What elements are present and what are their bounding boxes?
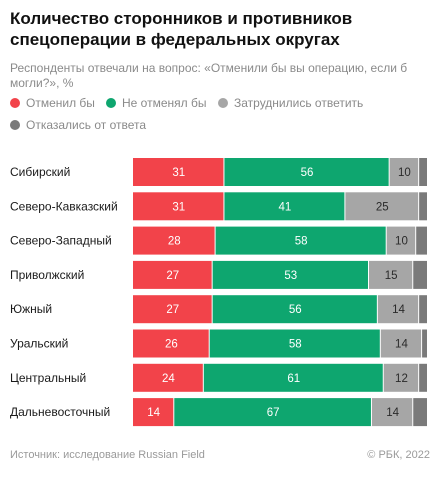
data-label-keep: 56 — [289, 304, 302, 316]
data-label-keep: 67 — [267, 407, 280, 419]
bar-segment-undecided — [380, 329, 422, 358]
data-label-cancel: 27 — [166, 304, 179, 316]
bar-segment-undecided — [369, 260, 413, 289]
stacked-bar-chart: Сибирский 31 56 10 Северо-Кавказский 31 41 25 Се… — [10, 158, 427, 427]
bar-segment-keep — [203, 363, 383, 392]
legend-label-cancel: Отменил бы — [26, 96, 95, 110]
legend-swatch-refused — [10, 120, 20, 130]
legend-swatch-undecided — [218, 98, 228, 108]
chart-subtitle: Респонденты отвечали на вопрос: «Отменил… — [10, 61, 408, 90]
category-label: Северо-Кавказский — [10, 199, 118, 213]
bar-segment-undecided — [386, 226, 416, 255]
bar-segment-cancel — [133, 260, 212, 289]
category-label: Дальневосточный — [10, 405, 110, 419]
bar-segment-cancel — [133, 192, 224, 221]
bar-segment-undecided — [389, 158, 419, 186]
bar-segment-refused — [419, 295, 427, 324]
bar-segment-keep — [224, 192, 345, 221]
bar-segment-undecided — [377, 295, 419, 324]
legend-label-undecided: Затруднились ответить — [234, 96, 364, 110]
category-label: Южный — [10, 302, 52, 316]
data-label-keep: 58 — [289, 339, 302, 351]
bar-segment-undecided — [371, 398, 413, 427]
bar-segment-cancel — [133, 295, 212, 324]
data-label-undecided: 12 — [395, 373, 408, 385]
data-label-cancel: 14 — [147, 407, 160, 419]
legend-label-refused: Отказались от ответа — [26, 118, 147, 132]
data-label-keep: 41 — [279, 201, 292, 213]
bar-segment-refused — [419, 192, 427, 221]
legend-label-keep: Не отменял бы — [122, 96, 207, 110]
data-label-cancel: 27 — [166, 270, 179, 282]
bar-segment-keep — [215, 226, 386, 255]
data-label-cancel: 24 — [162, 373, 175, 385]
data-label-cancel: 26 — [165, 339, 178, 351]
bar-segment-keep — [224, 158, 389, 186]
copyright-note: © РБК, 2022 — [367, 449, 430, 461]
data-label-undecided: 14 — [386, 407, 399, 419]
data-label-undecided: 14 — [395, 339, 408, 351]
bar-segment-cancel — [133, 329, 209, 358]
bar-segment-refused — [419, 158, 427, 186]
legend-item-refused: Отказались от ответа — [10, 118, 146, 132]
bar-segment-refused — [413, 398, 427, 427]
bar-segment-cancel — [133, 158, 224, 186]
category-label: Приволжский — [10, 268, 84, 282]
category-label: Центральный — [10, 371, 86, 385]
bar-segment-refused — [422, 329, 427, 358]
data-label-undecided: 15 — [385, 270, 398, 282]
bar-segment-refused — [413, 260, 427, 289]
data-label-undecided: 10 — [395, 236, 408, 248]
category-label: Северо-Западный — [10, 234, 112, 248]
bar-segment-keep — [174, 398, 371, 427]
bar-segment-keep — [209, 329, 380, 358]
chart-title: Количество сторонников и противников спе… — [10, 9, 353, 49]
bar-segment-cancel — [133, 398, 174, 427]
data-label-cancel: 31 — [172, 201, 185, 213]
data-label-cancel: 28 — [168, 236, 181, 248]
source-note: Источник: исследование Russian Field — [10, 449, 205, 461]
data-label-undecided: 14 — [392, 304, 405, 316]
bar-segment-cancel — [133, 363, 203, 392]
legend-item-cancel: Отменил бы — [10, 96, 95, 110]
bar-segment-undecided — [345, 192, 419, 221]
bar-segment-refused — [416, 226, 427, 255]
data-label-keep: 61 — [287, 373, 300, 385]
data-label-undecided: 25 — [376, 201, 389, 213]
legend-swatch-keep — [106, 98, 116, 108]
category-label: Сибирский — [10, 165, 70, 179]
legend-item-undecided: Затруднились ответить — [218, 96, 363, 110]
data-label-keep: 53 — [284, 270, 297, 282]
bar-segment-cancel — [133, 226, 215, 255]
data-label-keep: 58 — [295, 236, 308, 248]
data-label-keep: 56 — [301, 167, 314, 179]
data-label-undecided: 10 — [398, 167, 411, 179]
bar-segment-refused — [419, 363, 427, 392]
legend-swatch-cancel — [10, 98, 20, 108]
legend-item-keep: Не отменял бы — [106, 96, 206, 110]
bar-segment-undecided — [383, 363, 419, 392]
bar-segment-keep — [212, 260, 368, 289]
category-label: Уральский — [10, 337, 68, 351]
data-label-cancel: 31 — [172, 167, 185, 179]
bar-segment-keep — [212, 295, 377, 324]
